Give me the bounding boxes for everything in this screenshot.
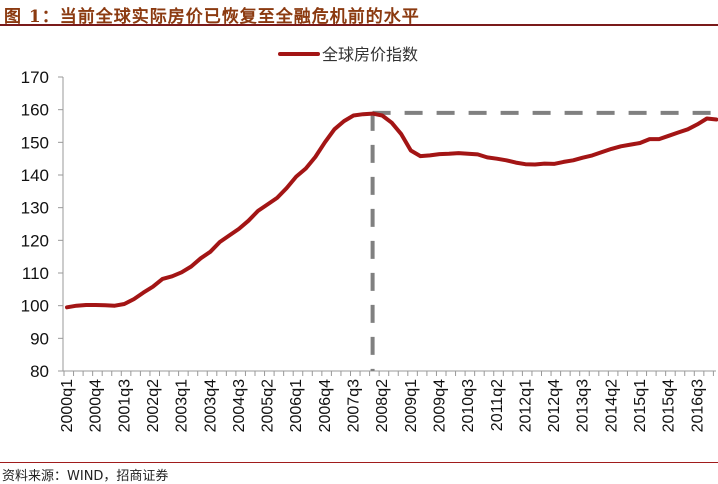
x-tick-label: 2012q1 [517,379,534,432]
x-tick-label: 2014q2 [603,379,620,432]
x-tick-label: 2011q2 [489,379,506,431]
series-line-global-house-price-index [65,111,718,310]
x-axis-ticks: 2000q1 2000q4 2001q3 2002q2 2003q1 2003q4 2004… [59,371,714,432]
x-tick-label: 2015q1 [632,379,649,432]
reference-lines [370,110,714,371]
y-axis-ticks: 80 90 100 110 120 130 140 150 160 170 [21,68,63,381]
axes [62,77,716,372]
chart-title: 图 1：当前全球实际房价已恢复至全融危机前的水平 [4,7,420,27]
x-tick-label: 2002q2 [145,379,162,432]
y-tick-label: 170 [21,68,49,87]
x-tick-label: 2006q1 [288,379,305,432]
y-tick-label: 100 [21,297,49,316]
x-tick-label: 2000q4 [88,379,105,432]
y-tick-label: 130 [21,199,49,218]
x-tick-label: 2003q1 [174,379,191,432]
y-tick-label: 110 [22,264,49,283]
x-tick-label: 2000q1 [59,379,76,432]
x-tick-label: 2010q3 [460,379,477,432]
title-divider [0,24,718,26]
legend-label: 全球房价指数 [322,45,418,64]
y-tick-label: 150 [21,133,49,152]
y-tick-label: 80 [30,362,49,381]
x-tick-label: 2009q1 [403,379,420,432]
x-tick-label: 2005q2 [260,379,277,432]
source-note: 资料来源：WIND，招商证券 [2,469,169,484]
x-tick-label: 2009q4 [431,379,448,432]
x-tick-label: 2008q2 [374,379,391,432]
x-tick-label: 2016q3 [689,379,706,432]
y-tick-label: 160 [21,101,49,120]
x-tick-label: 2001q3 [116,379,133,432]
footer-divider [0,462,718,463]
x-tick-label: 2006q4 [317,379,334,432]
x-tick-label: 2003q4 [202,379,219,432]
y-tick-label: 140 [21,166,49,185]
x-tick-label: 2004q3 [231,379,248,432]
x-tick-label: 2013q3 [575,379,592,432]
x-tick-label: 2015q4 [661,379,678,432]
x-tick-label: 2007q3 [346,379,363,432]
legend: 全球房价指数 [278,45,418,64]
line-chart: 全球房价指数 80 90 100 110 120 130 140 150 160 170 2000… [21,45,718,432]
y-tick-label: 90 [30,329,49,348]
x-tick-label: 2012q4 [546,379,563,432]
y-tick-label: 120 [21,231,49,250]
